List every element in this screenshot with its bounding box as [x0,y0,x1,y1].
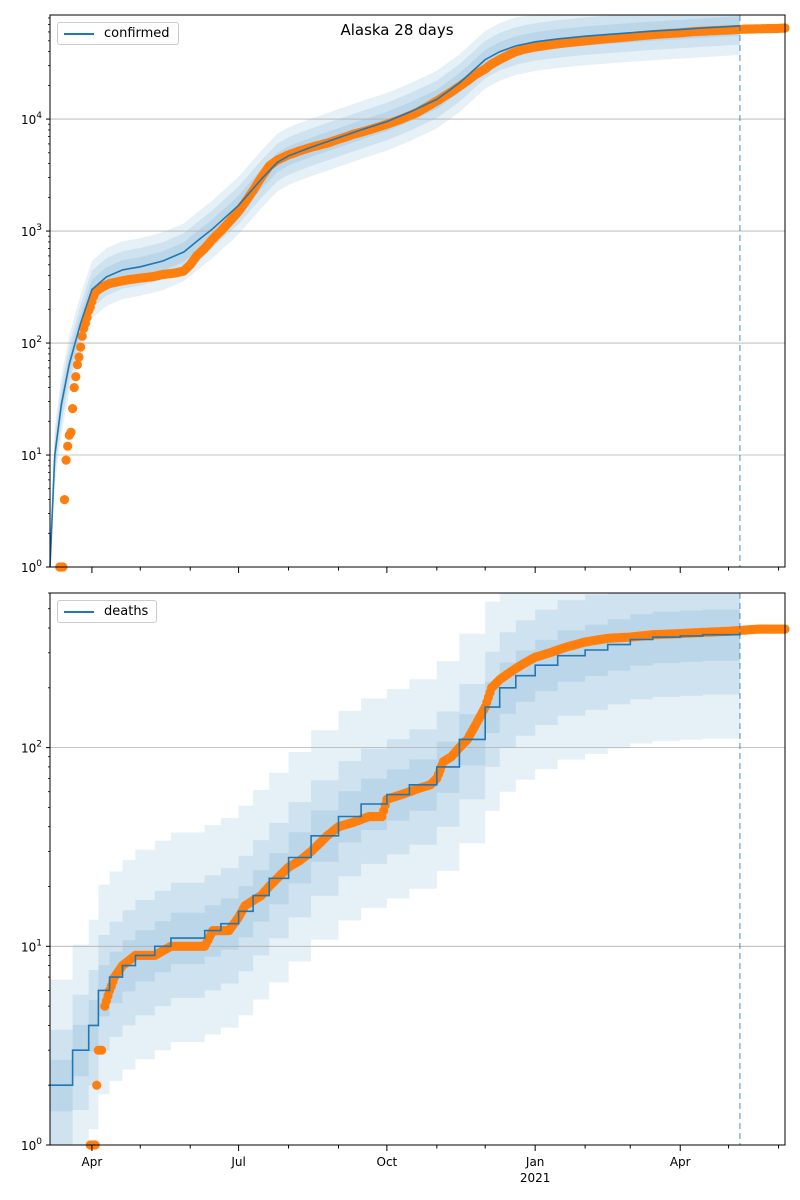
y-tick-label: 101 [21,447,42,463]
y-tick-label: 102 [21,335,42,351]
confidence-bands [50,15,740,567]
gridlines [50,118,785,456]
observed-point [63,441,73,451]
x-tick-label: Jan [525,1155,545,1169]
plot-frame [49,592,786,1146]
observed-point [68,404,78,414]
model-series-line [49,25,740,568]
plot-frame [49,14,786,568]
observed-point [61,455,71,465]
y-tick-label: 104 [21,111,42,127]
model-series-line [50,632,741,1086]
legend-confirmed: confirmed [57,22,179,45]
observed-point [97,1045,107,1055]
axes: 100 101 102 Apr Jul Oct Jan Apr 2021 [21,592,780,1185]
model-line [50,632,741,1086]
confidence-band [50,607,740,1112]
y-tick-label: 101 [21,938,42,954]
observed-point [74,352,84,362]
model-line [49,25,740,568]
observed-point [77,331,87,341]
x-tick-label: Apr [82,1155,103,1169]
y-tick-label: 100 [21,559,42,575]
panel-deaths: 100 101 102 Apr Jul Oct Jan Apr 2021 [21,592,790,1185]
legend-line-swatch [64,610,94,613]
observed-point [66,427,76,437]
y-tick-label: 103 [21,223,42,239]
observed-point [92,1080,102,1090]
confidence-bands [50,593,740,1145]
y-tick-label: 102 [21,740,42,756]
legend-deaths: deaths [57,600,158,623]
x-tick-label: Oct [377,1155,398,1169]
panel-confirmed: 100 101 102 103 104 [21,14,790,575]
x-year-label: 2021 [520,1171,551,1185]
observed-point [59,495,70,505]
confidence-band [50,593,740,1145]
x-tick-label: Apr [670,1155,691,1169]
x-tick-label: Jul [230,1155,245,1169]
observed-point [69,383,79,393]
observed-point [71,372,81,382]
observed-point [72,360,82,370]
confidence-band [50,593,740,1145]
legend-label: deaths [104,604,149,619]
legend-line-swatch [64,32,94,35]
chart-title: Alaska 28 days [340,21,454,39]
legend-label: confirmed [104,26,170,41]
observed-point [76,342,86,352]
axes: 100 101 102 103 104 [21,17,780,575]
y-tick-label: 100 [21,1137,42,1153]
confidence-band [50,16,740,567]
confidence-band [50,15,740,567]
